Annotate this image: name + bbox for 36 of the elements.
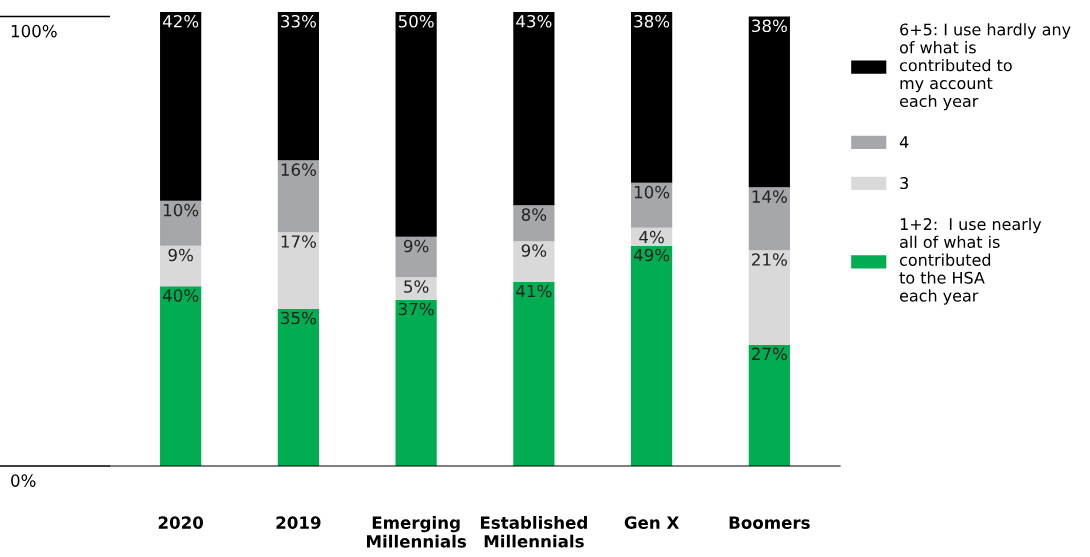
data-label: 21% — [752, 253, 787, 266]
data-label: 49% — [633, 248, 670, 262]
x-tick-label: Boomers — [729, 516, 810, 529]
data-label: 10% — [163, 203, 199, 217]
legend-label: 4 — [899, 136, 909, 148]
x-tick-label: Gen X — [624, 516, 680, 529]
x-tick-label: 2020 — [158, 516, 204, 529]
data-label: 10% — [634, 185, 670, 199]
data-label: 27% — [752, 347, 787, 361]
x-tick-label: 2019 — [276, 516, 321, 529]
data-label: 42% — [162, 14, 199, 28]
y-tick-label: 0% — [11, 474, 36, 487]
data-label: 14% — [752, 190, 787, 203]
data-label: 43% — [516, 14, 552, 28]
x-tick-label: Emerging Millennials — [366, 516, 467, 548]
legend-label: 1+2: I use nearly all of what is contributed to the HSA each year — [899, 217, 1042, 305]
data-label: 38% — [634, 14, 670, 28]
data-label: 8% — [521, 208, 547, 221]
data-label: 16% — [281, 163, 316, 176]
data-label: 35% — [281, 311, 316, 325]
data-label: 40% — [162, 289, 199, 302]
data-label: 37% — [398, 302, 434, 316]
data-label: 9% — [168, 248, 193, 262]
legend-label: 6+5: I use hardly any of what is contributed to my account each year — [899, 23, 1071, 111]
data-label: 5% — [404, 280, 429, 293]
x-tick-label: Established Millennials — [480, 516, 587, 548]
data-label: 17% — [281, 235, 316, 248]
data-label: 50% — [398, 14, 434, 28]
legend-label: 3 — [900, 177, 908, 190]
y-tick-label: 100% — [11, 24, 57, 38]
data-label: 9% — [403, 239, 429, 253]
data-label: 38% — [752, 19, 787, 33]
data-label: 41% — [516, 284, 552, 298]
data-label: 4% — [639, 230, 664, 244]
data-label: 33% — [281, 14, 316, 28]
data-label: 9% — [521, 244, 547, 257]
